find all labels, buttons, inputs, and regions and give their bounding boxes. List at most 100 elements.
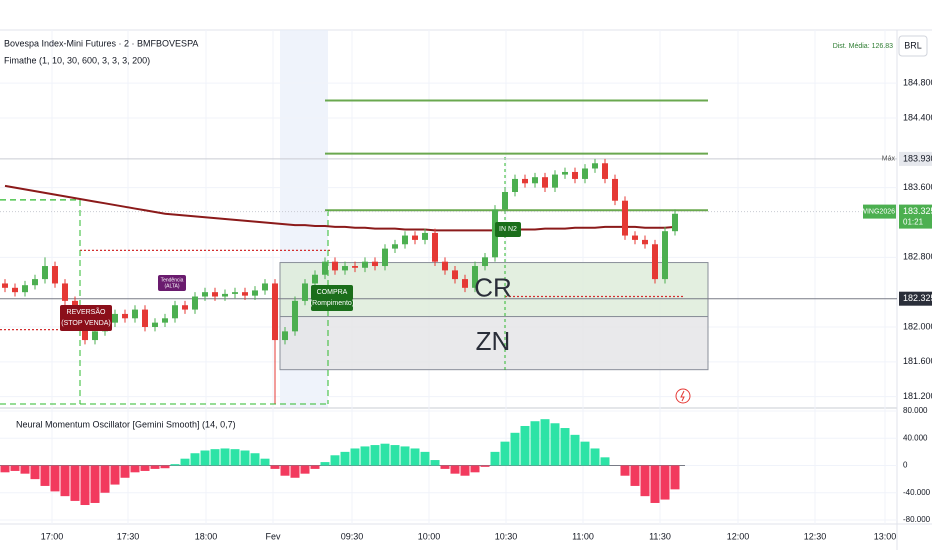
annotation-box — [158, 275, 186, 291]
x-tick-label: 17:30 — [117, 531, 140, 541]
moving-average — [4, 184, 676, 232]
candle-body — [392, 244, 398, 249]
histogram-bar — [160, 465, 170, 469]
candle-body — [592, 163, 598, 169]
candle-body — [152, 322, 158, 327]
histogram-bar — [510, 432, 520, 466]
annotation-text: (ALTA) — [164, 283, 179, 289]
candle-body — [342, 266, 348, 271]
candle-body — [452, 270, 458, 280]
histogram-bar — [470, 465, 480, 473]
histogram-bar — [150, 465, 160, 469]
candle-body — [322, 261, 328, 275]
histogram-bar — [570, 434, 580, 466]
histogram-bar — [10, 465, 20, 471]
annotation-text: REVERSÃO — [67, 307, 106, 316]
candle-body — [272, 283, 278, 341]
x-tick-label: 09:30 — [341, 531, 364, 541]
oscillator-title: Neural Momentum Oscillator [Gemini Smoot… — [16, 419, 236, 429]
histogram-bar — [560, 428, 570, 466]
candle-body — [512, 178, 518, 192]
candle-body — [2, 283, 8, 288]
alert-icon[interactable] — [675, 388, 691, 404]
y-tick-label: 80.000 — [903, 406, 928, 415]
zone-label: ZN — [476, 326, 511, 356]
histogram-bar — [0, 465, 10, 473]
histogram-bar — [130, 465, 140, 473]
histogram-bar — [300, 465, 310, 474]
histogram-bar — [520, 425, 530, 466]
price-tag — [899, 291, 932, 306]
histogram-bar — [80, 465, 90, 506]
zone — [279, 316, 709, 371]
histogram-bar — [180, 458, 190, 466]
histogram-bar — [650, 465, 660, 503]
histogram-bar — [530, 421, 540, 466]
candle-body — [132, 309, 138, 319]
distance-label: Dist. Média: 126.83 — [833, 43, 893, 50]
histogram-bar — [70, 465, 80, 501]
candle-body — [462, 279, 468, 288]
histogram-bar — [20, 465, 30, 474]
candle-body — [432, 232, 438, 262]
x-tick-label: 10:00 — [418, 531, 441, 541]
annotation-text: COMPRA — [317, 289, 348, 296]
histogram-bar — [220, 448, 230, 466]
histogram-bar — [310, 465, 320, 469]
histogram-bar — [400, 446, 410, 466]
histogram-bar — [460, 465, 470, 476]
candle-body — [212, 292, 218, 297]
candle-body — [662, 231, 668, 280]
annotation-text: (STOP VENDA) — [61, 320, 111, 327]
x-tick-label: 10:30 — [495, 531, 518, 541]
histogram-bar — [210, 449, 220, 466]
candle-body — [632, 235, 638, 240]
y-tick-label: -40.000 — [903, 488, 931, 497]
y-tick-label: 0 — [903, 461, 908, 470]
histogram-bar — [370, 445, 380, 466]
y-tick-label: 184.400 — [903, 112, 932, 122]
candle-body — [312, 274, 318, 284]
candle-body — [602, 163, 608, 179]
histogram-bar — [240, 450, 250, 466]
candle-body — [182, 305, 188, 310]
histogram-bar — [660, 465, 670, 500]
histogram-bar — [250, 453, 260, 466]
price-tag — [899, 151, 932, 166]
histogram-bar — [420, 451, 430, 466]
y-tick-label: 181.600 — [903, 356, 932, 366]
y-tick-label: 182.000 — [903, 321, 932, 331]
candle-body — [282, 331, 288, 341]
histogram-bar — [490, 451, 500, 466]
currency-box[interactable] — [898, 35, 928, 57]
histogram-bar — [110, 465, 120, 485]
candle-body — [242, 292, 248, 296]
candle-body — [262, 283, 268, 291]
histogram-bar — [50, 465, 60, 492]
alert-bolt — [680, 390, 685, 402]
histogram-bar — [450, 465, 460, 474]
histogram-bar — [60, 465, 70, 497]
histogram-bar — [360, 446, 370, 466]
histogram-bar — [140, 465, 150, 471]
candle-body — [412, 235, 418, 240]
candle-body — [82, 322, 88, 341]
x-tick-label: 13:00 — [874, 531, 897, 541]
y-tick-label: -80.000 — [903, 515, 931, 524]
candle-body — [612, 178, 618, 201]
x-tick-label: 18:00 — [195, 531, 218, 541]
candle-body — [222, 293, 228, 297]
histogram-bar — [430, 460, 440, 466]
countdown: 01:21 — [903, 218, 924, 227]
x-tick-label: Fev — [265, 531, 281, 541]
candle-body — [642, 239, 648, 245]
annotation-text: IN N2 — [499, 226, 517, 233]
x-tick-label: 12:00 — [727, 531, 750, 541]
y-tick-label: 182.800 — [903, 252, 932, 262]
indicator-title: Fimathe (1, 10, 30, 600, 3, 3, 3, 200) — [4, 55, 150, 65]
candle-body — [292, 300, 298, 332]
candle-body — [362, 261, 368, 268]
candle-body — [12, 287, 18, 293]
histogram-bar — [330, 455, 340, 466]
x-tick-label: 11:00 — [572, 531, 594, 541]
